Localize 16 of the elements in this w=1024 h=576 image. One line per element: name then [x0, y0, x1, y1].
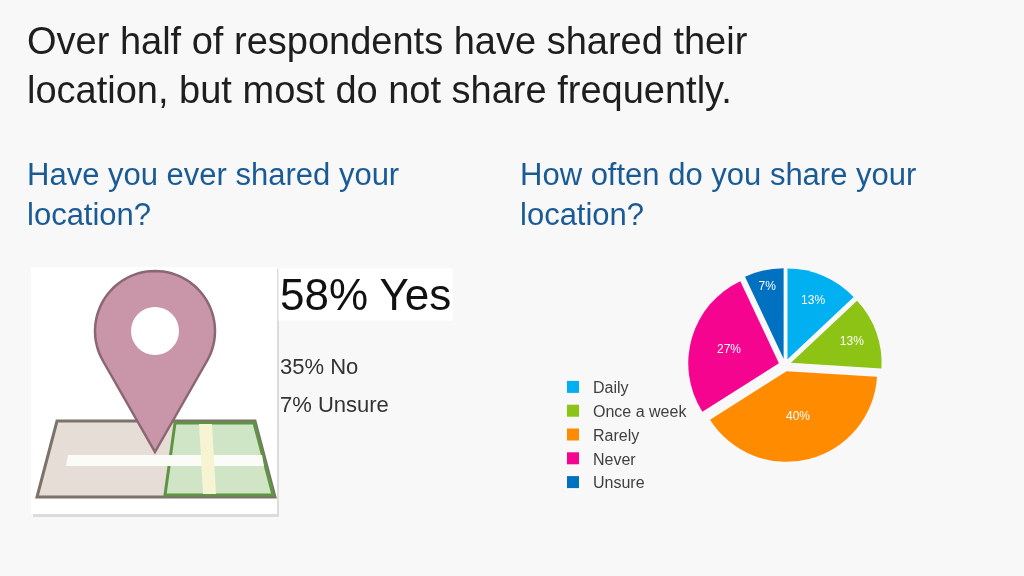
- text: Have you ever shared your location?: [27, 157, 400, 233]
- data-label: 7%: [758, 279, 777, 294]
- legend-label: Never: [593, 450, 637, 468]
- data-label: 27%: [716, 341, 742, 356]
- text: 35% No: [280, 354, 359, 379]
- data-label: 40%: [785, 409, 811, 424]
- text: Over half of respondents have shared their location, but most do not share frequently.: [27, 20, 748, 112]
- text: 58% Yes: [280, 270, 452, 319]
- text: 7% Unsure: [280, 392, 389, 417]
- chart-title: How often do you share your location?: [520, 157, 917, 233]
- legend-label: Once a week: [593, 402, 688, 420]
- legend-label: Daily: [593, 379, 629, 397]
- data-label: 13%: [801, 292, 826, 307]
- legend-label: Unsure: [593, 474, 645, 492]
- legend-label: Rarely: [593, 426, 640, 444]
- data-label: 13%: [839, 333, 865, 348]
